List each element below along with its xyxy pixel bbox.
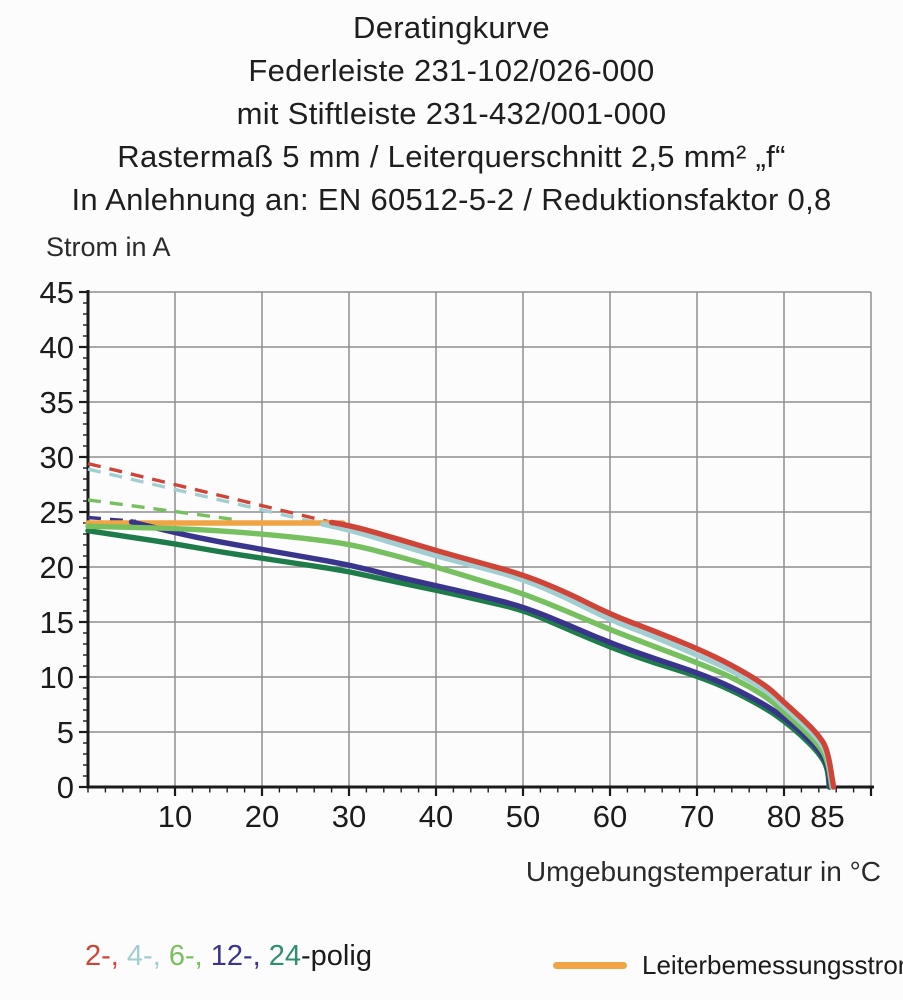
x-tick-label: 60	[593, 799, 627, 834]
title-line-4: Rastermaß 5 mm / Leiterquerschnitt 2,5 m…	[117, 139, 786, 174]
x-tick-label: 70	[680, 799, 714, 834]
tick-labels: 0 5 10 15 20 25 30 35 40 45 10 20 30 40 50 60 70 80 85	[40, 275, 845, 834]
title-line-5: In Anlehnung an: EN 60512-5-2 / Reduktio…	[71, 182, 832, 217]
curve-4-polig	[320, 521, 836, 790]
leiterbemessungsstrom-label: Leiterbemessungsstrom	[642, 950, 903, 980]
leiterbemessungsstrom-line-swatch	[553, 962, 627, 969]
curve-6-polig	[85, 523, 835, 790]
y-tick-label: 15	[40, 605, 74, 640]
solid-curves	[85, 519, 837, 790]
y-tick-label: 35	[40, 385, 74, 420]
y-tick-label: 45	[40, 275, 74, 310]
legend-poles: 2-, 4-, 6-, 12-, 24-polig	[85, 940, 372, 973]
dashed-curves	[87, 461, 332, 526]
x-tick-label: 40	[419, 799, 453, 834]
curve-2-polig	[328, 519, 837, 790]
x-tick-label: 30	[332, 799, 366, 834]
legend-part: 4-,	[126, 940, 169, 972]
legend-part: 24	[268, 940, 302, 972]
curve-12-polig-dashed	[87, 515, 136, 524]
y-tick-label: 30	[40, 440, 74, 475]
y-tick-label: 0	[57, 770, 74, 805]
y-axis-label: Strom in A	[46, 232, 171, 262]
x-tick-label: 20	[245, 799, 279, 834]
tick-marks	[79, 290, 873, 796]
x-tick-label: 85	[810, 799, 844, 834]
title-line-3: mit Stiftleiste 231-432/001-000	[236, 96, 667, 131]
y-tick-label: 40	[40, 330, 74, 365]
curve-6-polig-dashed	[87, 498, 237, 522]
title-line-1: Deratingkurve	[353, 10, 550, 45]
x-axis-label: Umgebungstemperatur in °C	[525, 856, 881, 887]
legend-part: -polig	[301, 940, 372, 972]
y-tick-label: 10	[40, 660, 74, 695]
legend-leiterbemessungsstrom: Leiterbemessungsstrom	[553, 950, 903, 981]
title-line-2: Federleiste 231-102/026-000	[248, 53, 655, 88]
axes	[86, 290, 874, 789]
y-tick-label: 20	[40, 550, 74, 585]
curve-12-polig	[128, 519, 833, 790]
chart-title-block: Deratingkurve Federleiste 231-102/026-00…	[0, 6, 903, 221]
y-tick-label: 25	[40, 495, 74, 530]
y-tick-label: 5	[57, 715, 74, 750]
legend-part: 12-,	[210, 940, 269, 972]
legend-part: 2-,	[85, 940, 127, 972]
x-tick-label: 50	[506, 799, 540, 834]
curve-2-polig-dashed	[87, 461, 332, 525]
x-tick-label: 80	[767, 799, 801, 834]
curve-4-polig-dashed	[87, 467, 324, 526]
x-tick-label: 10	[158, 799, 192, 834]
legend-part: 6-,	[168, 940, 211, 972]
